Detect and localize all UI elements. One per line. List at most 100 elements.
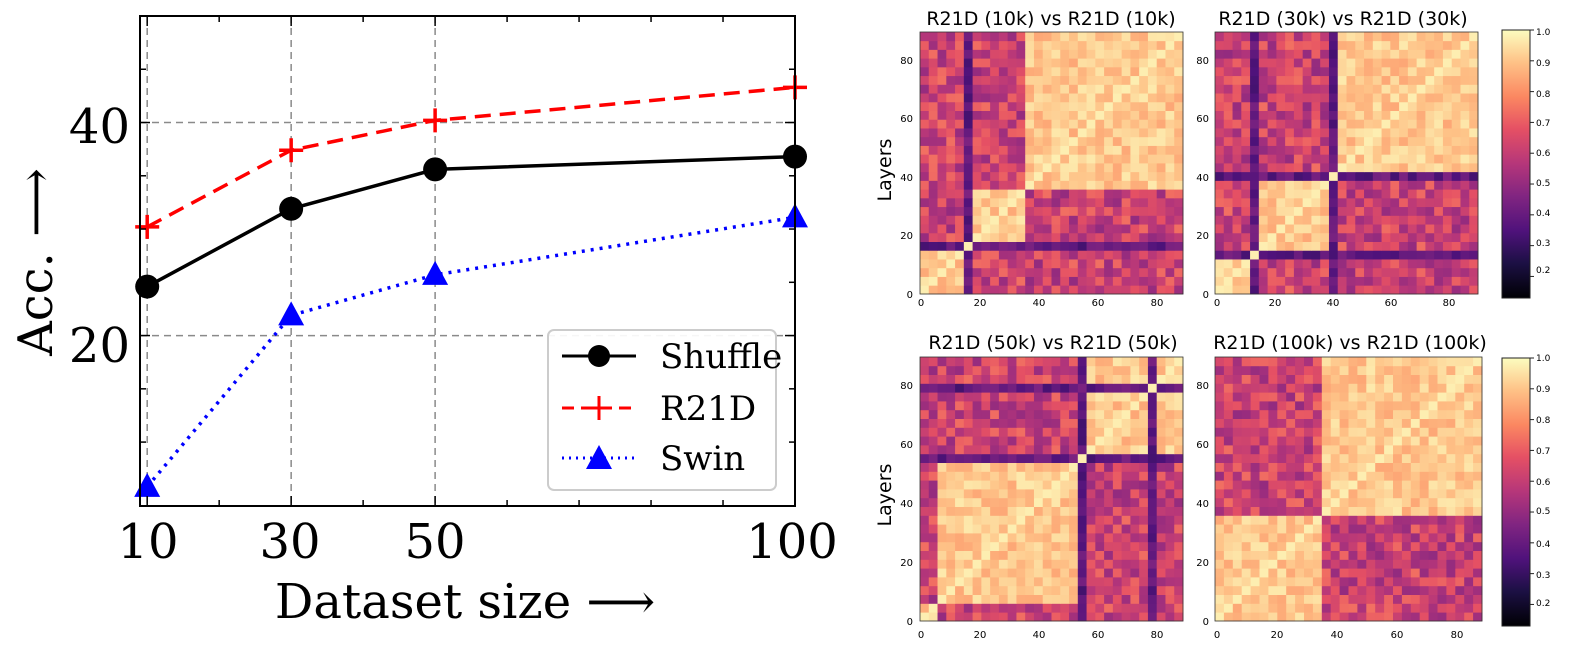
heatmap-cell <box>1139 84 1149 94</box>
heatmap-cell <box>1112 267 1123 277</box>
heatmap-cell <box>1016 471 1026 481</box>
heatmap-cell <box>1241 515 1251 525</box>
heatmap-cell <box>1451 189 1461 199</box>
heatmap-cell <box>1285 75 1295 85</box>
heatmap-cell <box>1446 506 1456 516</box>
heatmap-cell <box>1401 533 1412 543</box>
heatmap-cell <box>1241 154 1251 164</box>
heatmap-cell <box>1277 568 1287 578</box>
heatmap-cell <box>1425 154 1435 164</box>
heatmap-cell <box>1139 154 1149 164</box>
heatmap-cell <box>1104 40 1114 50</box>
heatmap-cell <box>1293 93 1304 103</box>
heatmap-cell <box>1104 49 1114 59</box>
heatmap-cell <box>1095 119 1105 129</box>
heatmap-cell <box>1390 171 1400 181</box>
heatmap-cell <box>1311 84 1321 94</box>
heatmap-cell <box>1121 276 1131 286</box>
heatmap-cell <box>1384 497 1394 507</box>
heatmap-cell <box>1042 427 1052 437</box>
heatmap-cell <box>1007 365 1017 375</box>
heatmap-cell <box>1311 224 1321 234</box>
heatmap-cell <box>1016 524 1026 534</box>
heatmap-cell <box>1025 84 1035 94</box>
circle-marker-icon <box>588 345 610 367</box>
heatmap-cell <box>1241 533 1251 543</box>
heatmap-cell <box>1355 58 1365 68</box>
heatmap-cell <box>955 357 965 367</box>
heatmap-cell <box>1437 568 1447 578</box>
heatmap-cell <box>1442 101 1453 111</box>
heatmap-cell <box>1277 550 1287 560</box>
heatmap-cell <box>946 232 956 242</box>
heatmap-cell <box>1416 276 1426 286</box>
heatmap-cell <box>1346 197 1356 208</box>
heatmap-cell <box>998 136 1009 146</box>
legend-entry-swin: Swin <box>562 439 745 479</box>
heatmap-cell <box>1401 506 1412 516</box>
heatmap-cell <box>1130 215 1140 225</box>
heatmap-cell <box>1165 40 1175 50</box>
heatmap-cell <box>1258 276 1268 286</box>
heatmap-cell <box>1223 136 1233 146</box>
heatmap-cell <box>1460 84 1470 94</box>
heatmap-cell <box>1407 128 1418 138</box>
heatmap-cell <box>1042 171 1052 181</box>
heatmap-cell <box>1042 267 1052 277</box>
heatmap-cell <box>1381 171 1391 181</box>
heatmap-cell <box>1425 267 1435 277</box>
heatmap-cell <box>1366 559 1376 569</box>
heatmap-cell <box>1390 75 1400 85</box>
heatmap-cell <box>972 568 982 578</box>
heatmap-cell <box>1250 93 1260 103</box>
heatmap-cell <box>998 58 1009 68</box>
heatmap-cell <box>981 84 991 94</box>
heatmap-cell <box>998 250 1009 260</box>
heatmap-cell <box>946 603 956 613</box>
heatmap-cell <box>946 453 956 463</box>
heatmap-cell <box>1139 445 1149 455</box>
heatmap-cell <box>1033 110 1044 120</box>
heatmap-cell <box>1321 497 1332 507</box>
heatmap-cell <box>1077 189 1087 199</box>
heatmap-cell <box>1147 49 1158 59</box>
heatmap-cell <box>1069 453 1079 463</box>
heatmap-cell <box>955 559 965 569</box>
heatmap-cell <box>1147 163 1158 173</box>
heatmap-cell <box>937 84 947 94</box>
heatmap-cell <box>1286 585 1296 595</box>
heatmap-cell <box>1375 489 1385 499</box>
heatmap-cell <box>1366 585 1376 595</box>
heatmap-cell <box>1366 427 1376 437</box>
heatmap-cell <box>1401 436 1412 446</box>
heatmap-cell <box>1042 365 1052 375</box>
colorbar-tick-label: 0.4 <box>1536 209 1551 219</box>
heatmap-cell <box>1259 585 1269 595</box>
heatmap-cell <box>1455 365 1465 375</box>
heatmap-cell <box>981 136 991 146</box>
heatmap-cell <box>1460 224 1470 234</box>
heatmap-cell <box>1372 145 1382 155</box>
heatmap-cell <box>1051 224 1061 234</box>
heatmap-cell <box>955 285 965 295</box>
y-tick-label: 80 <box>900 56 913 67</box>
heatmap-cell <box>1130 409 1140 419</box>
heatmap-cell <box>972 533 982 543</box>
heatmap-cell <box>1312 392 1323 402</box>
heatmap-cell <box>1060 365 1070 375</box>
heatmap-cell <box>1286 603 1296 613</box>
heatmap-cell <box>1147 559 1158 569</box>
heatmap-cell <box>1130 453 1140 463</box>
heatmap-cell <box>1051 136 1061 146</box>
heatmap-cell <box>1267 110 1277 120</box>
heatmap-cell <box>1077 365 1087 375</box>
heatmap-cell <box>1437 506 1447 516</box>
heatmap-cell <box>1393 497 1403 507</box>
heatmap-cell <box>981 559 991 569</box>
y-tick-label: 80 <box>1196 381 1209 392</box>
heatmap-cell <box>1130 515 1140 525</box>
heatmap-cell <box>1033 93 1044 103</box>
heatmap-cell <box>1165 49 1175 59</box>
heatmap-cell <box>1086 365 1096 375</box>
heatmap-cell <box>1312 550 1323 560</box>
